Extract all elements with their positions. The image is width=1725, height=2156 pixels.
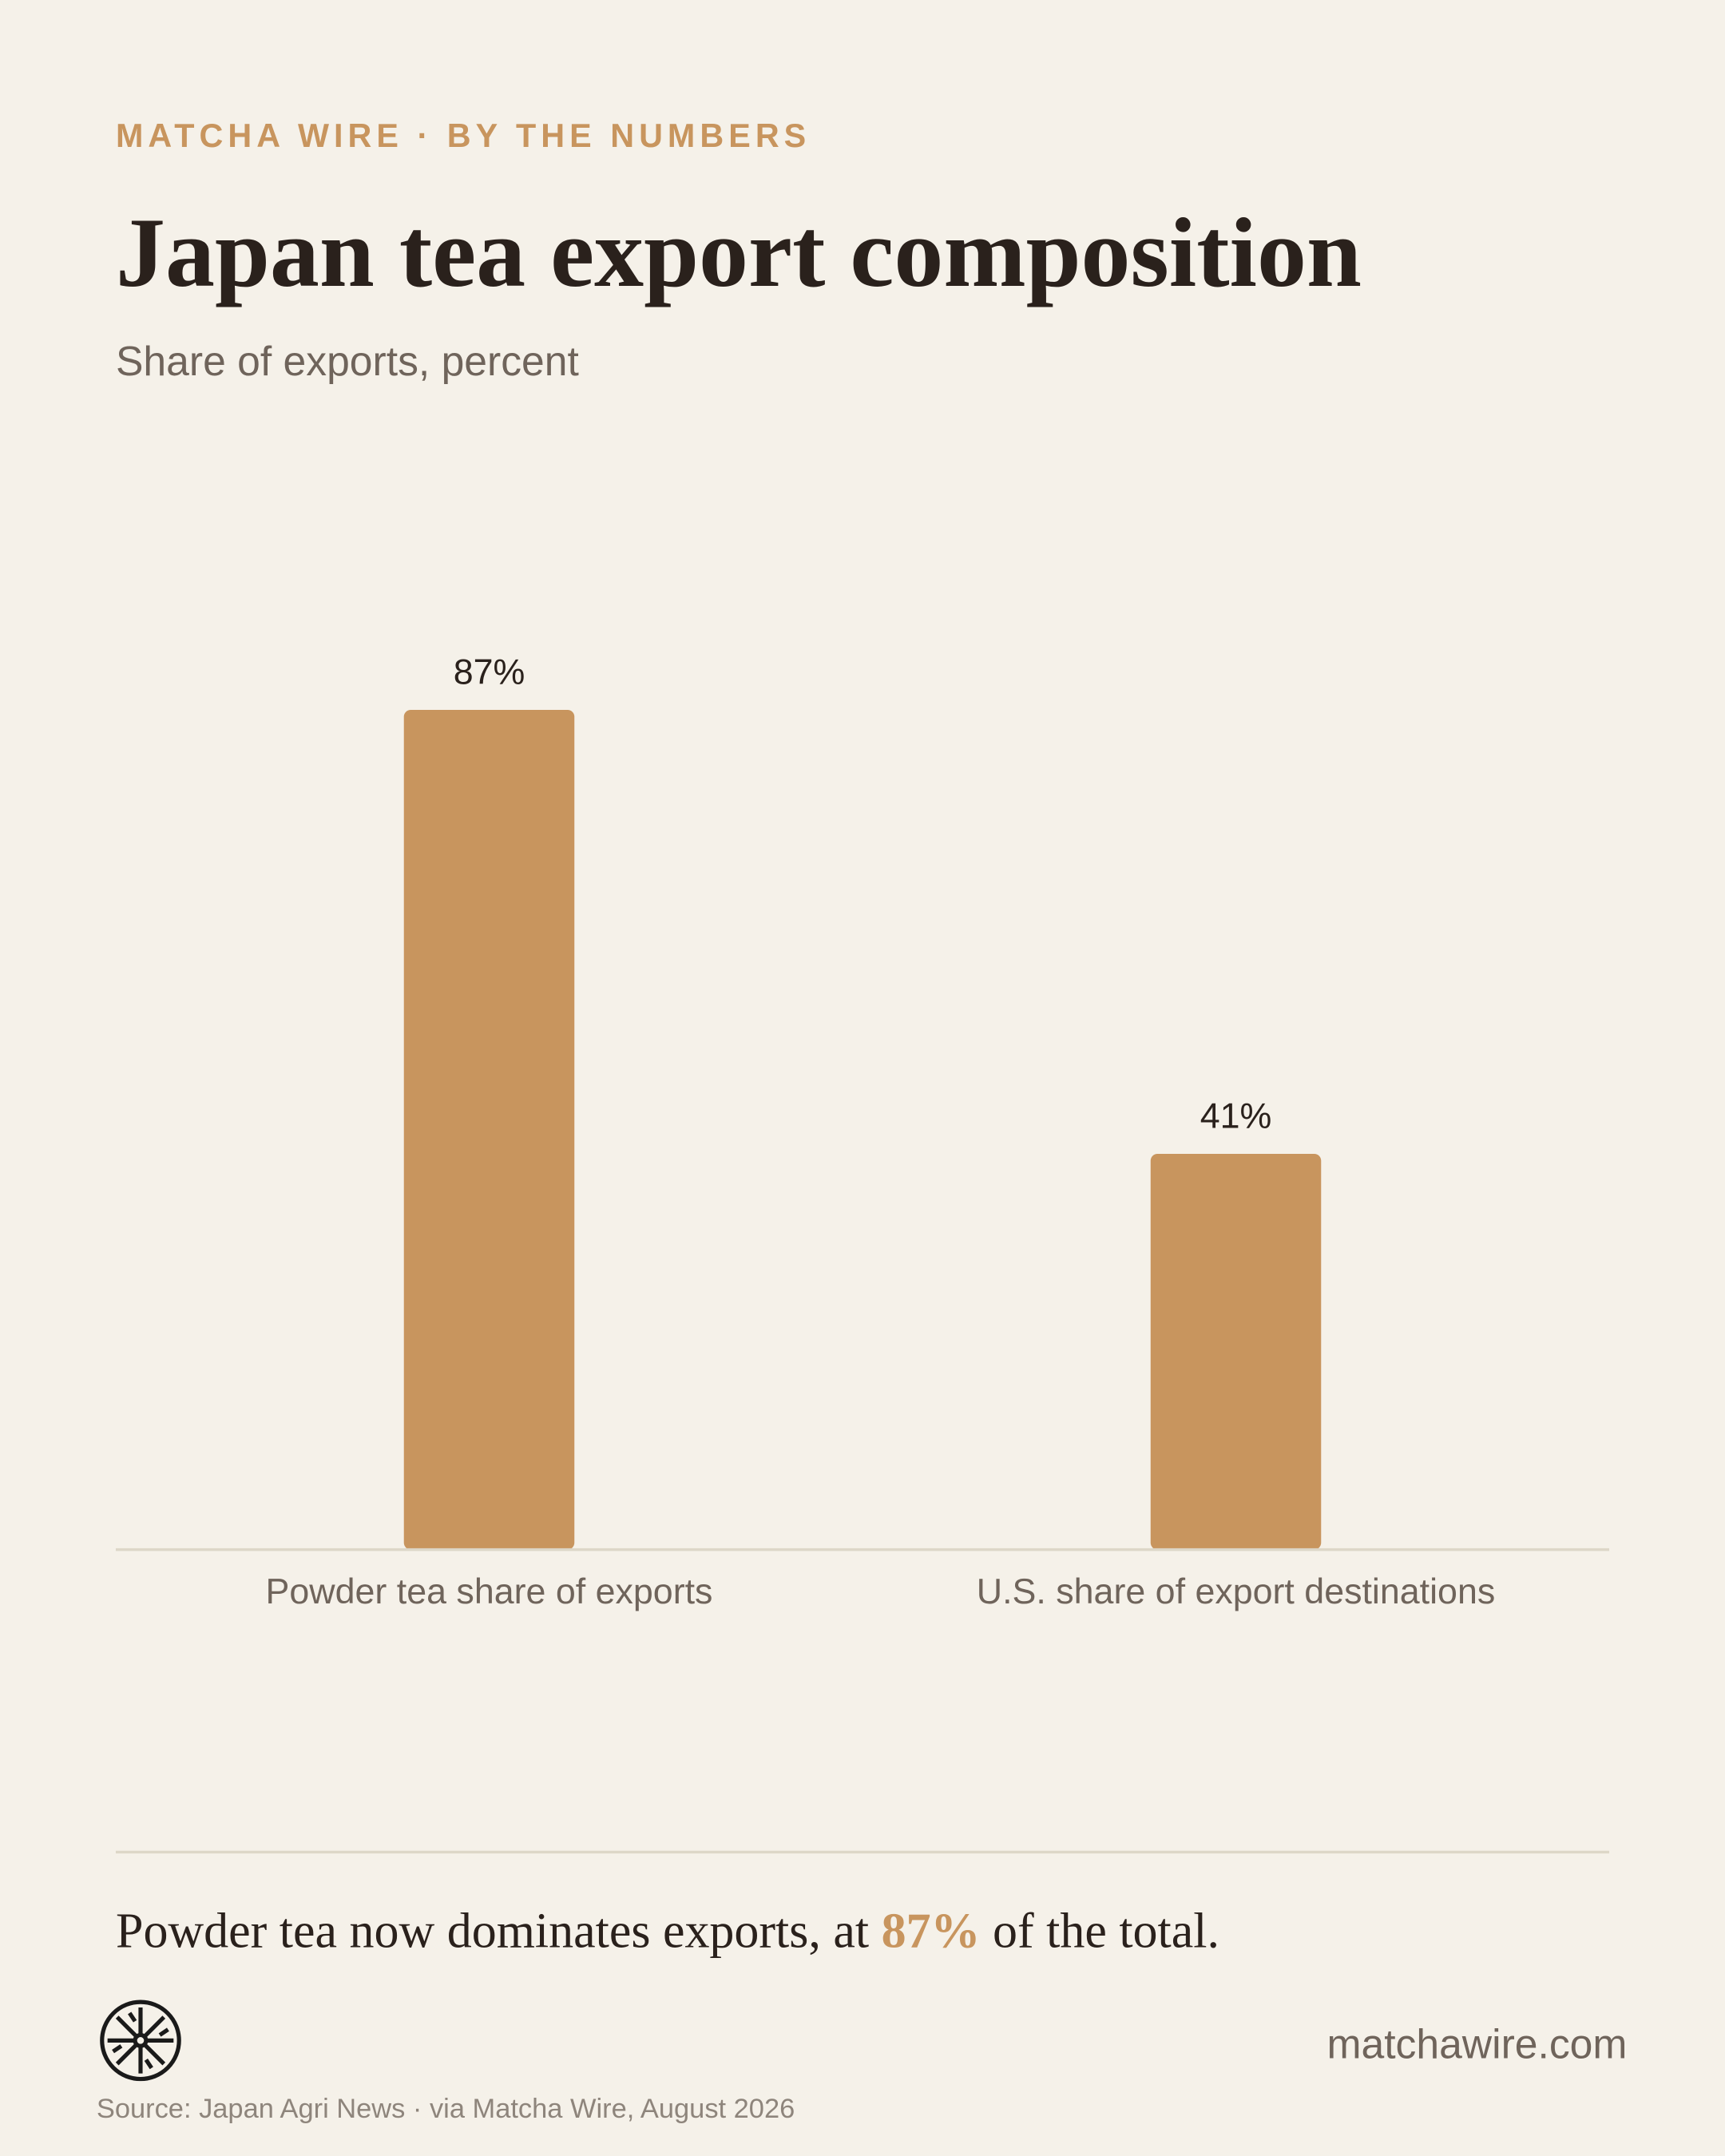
logo [100,1999,181,2082]
takeaway: Powder tea now dominates exports, at 87%… [116,1904,1219,1958]
bar [403,709,575,1550]
source: Source: Japan Agri News · via Matcha Wir… [97,2094,795,2124]
value-label: 41% [1200,1096,1272,1135]
chart-title: Japan tea export composition [116,198,1362,307]
kicker: MATCHA WIRE · BY THE NUMBERS [116,117,811,154]
takeaway-highlight: 87% [882,1904,981,1958]
takeaway-text: of the total. [981,1904,1219,1958]
chart-subtitle: Share of exports, percent [116,338,579,384]
value-label: 87% [454,652,525,692]
bar [1150,1154,1322,1550]
x-tick-label: Powder tea share of exports [266,1571,713,1611]
site: matchawire.com [1326,2021,1627,2067]
takeaway-text: Powder tea now dominates exports, at [116,1904,882,1958]
x-tick-label: U.S. share of export destinations [977,1571,1495,1611]
